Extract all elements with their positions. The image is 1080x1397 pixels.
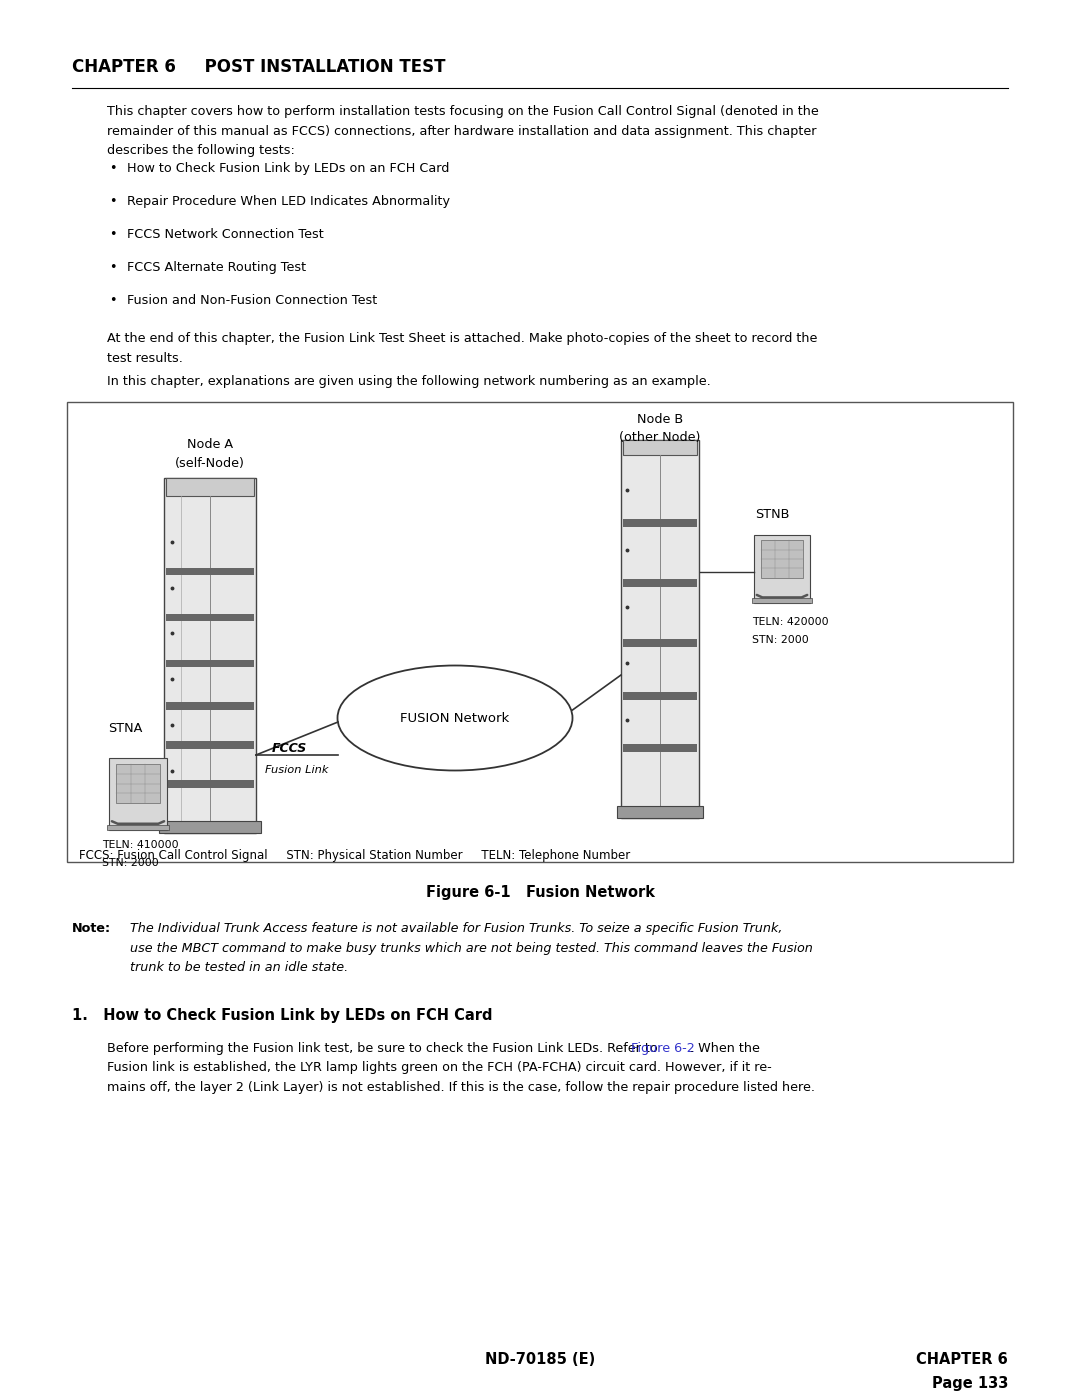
- Text: CHAPTER 6: CHAPTER 6: [916, 1352, 1008, 1368]
- Text: •: •: [109, 162, 117, 175]
- Text: mains off, the layer 2 (Link Layer) is not established. If this is the case, fol: mains off, the layer 2 (Link Layer) is n…: [107, 1081, 815, 1094]
- Text: test results.: test results.: [107, 352, 183, 365]
- Bar: [67, 402, 1013, 862]
- Text: FCCS: FCCS: [272, 742, 307, 754]
- Bar: [623, 638, 697, 647]
- Bar: [116, 764, 160, 803]
- Text: •: •: [109, 261, 117, 274]
- Bar: [166, 613, 254, 622]
- Bar: [623, 745, 697, 753]
- Text: Node B: Node B: [637, 414, 683, 426]
- Text: trunk to be tested in an idle state.: trunk to be tested in an idle state.: [130, 961, 348, 974]
- Text: FCCS Network Connection Test: FCCS Network Connection Test: [127, 228, 324, 242]
- Bar: [621, 440, 699, 819]
- Text: Figure 6-1   Fusion Network: Figure 6-1 Fusion Network: [426, 886, 654, 900]
- Text: Repair Procedure When LED Indicates Abnormality: Repair Procedure When LED Indicates Abno…: [127, 196, 450, 208]
- Text: In this chapter, explanations are given using the following network numbering as: In this chapter, explanations are given …: [107, 374, 711, 388]
- Text: STN: 2000: STN: 2000: [752, 636, 809, 645]
- Bar: [109, 759, 167, 830]
- Bar: [623, 692, 697, 700]
- Bar: [166, 659, 254, 666]
- Text: FCCS Alternate Routing Test: FCCS Alternate Routing Test: [127, 261, 306, 274]
- Text: 1.   How to Check Fusion Link by LEDs on FCH Card: 1. How to Check Fusion Link by LEDs on F…: [72, 1009, 492, 1023]
- Text: Fusion Link: Fusion Link: [265, 766, 328, 775]
- Text: . When the: . When the: [690, 1042, 760, 1055]
- Text: STN: 2000: STN: 2000: [102, 858, 159, 868]
- Ellipse shape: [337, 665, 572, 771]
- Text: (other Node): (other Node): [619, 432, 701, 444]
- Bar: [623, 440, 697, 455]
- Text: •: •: [109, 228, 117, 242]
- Bar: [164, 478, 256, 833]
- Text: How to Check Fusion Link by LEDs on an FCH Card: How to Check Fusion Link by LEDs on an F…: [127, 162, 449, 175]
- Text: describes the following tests:: describes the following tests:: [107, 144, 295, 156]
- Bar: [107, 826, 168, 830]
- Text: Node A: Node A: [187, 439, 233, 451]
- Bar: [166, 703, 254, 710]
- Bar: [617, 806, 703, 819]
- Text: The Individual Trunk Access feature is not available for Fusion Trunks. To seize: The Individual Trunk Access feature is n…: [130, 922, 782, 935]
- Text: At the end of this chapter, the Fusion Link Test Sheet is attached. Make photo-c: At the end of this chapter, the Fusion L…: [107, 332, 818, 345]
- Text: This chapter covers how to perform installation tests focusing on the Fusion Cal: This chapter covers how to perform insta…: [107, 105, 819, 117]
- Text: TELN: 410000: TELN: 410000: [102, 840, 178, 849]
- Text: •: •: [109, 293, 117, 307]
- Bar: [760, 541, 804, 578]
- Text: use the MBCT command to make busy trunks which are not being tested. This comman: use the MBCT command to make busy trunks…: [130, 942, 813, 954]
- Text: Figure 6-2: Figure 6-2: [631, 1042, 694, 1055]
- Text: FUSION Network: FUSION Network: [401, 711, 510, 725]
- Bar: [166, 781, 254, 788]
- Text: Note:: Note:: [72, 922, 111, 935]
- Bar: [166, 569, 254, 576]
- Text: TELN: 420000: TELN: 420000: [752, 617, 828, 627]
- Bar: [754, 535, 810, 604]
- Bar: [623, 518, 697, 527]
- Text: Fusion and Non-Fusion Connection Test: Fusion and Non-Fusion Connection Test: [127, 293, 377, 307]
- Text: Fusion link is established, the LYR lamp lights green on the FCH (PA-FCHA) circu: Fusion link is established, the LYR lamp…: [107, 1062, 772, 1074]
- Text: Before performing the Fusion link test, be sure to check the Fusion Link LEDs. R: Before performing the Fusion link test, …: [107, 1042, 662, 1055]
- Text: remainder of this manual as FCCS) connections, after hardware installation and d: remainder of this manual as FCCS) connec…: [107, 124, 816, 137]
- Text: ND-70185 (E): ND-70185 (E): [485, 1352, 595, 1368]
- Text: Page 133: Page 133: [932, 1376, 1008, 1391]
- Bar: [166, 478, 254, 496]
- Bar: [623, 578, 697, 587]
- Text: CHAPTER 6     POST INSTALLATION TEST: CHAPTER 6 POST INSTALLATION TEST: [72, 59, 446, 75]
- Bar: [166, 742, 254, 749]
- Bar: [752, 598, 812, 604]
- Text: (self-Node): (self-Node): [175, 457, 245, 469]
- Text: STNA: STNA: [108, 722, 143, 735]
- Text: FCCS: Fusion Call Control Signal     STN: Physical Station Number     TELN: Tele: FCCS: Fusion Call Control Signal STN: Ph…: [79, 849, 631, 862]
- Bar: [159, 821, 261, 833]
- Text: STNB: STNB: [755, 509, 789, 521]
- Text: •: •: [109, 196, 117, 208]
